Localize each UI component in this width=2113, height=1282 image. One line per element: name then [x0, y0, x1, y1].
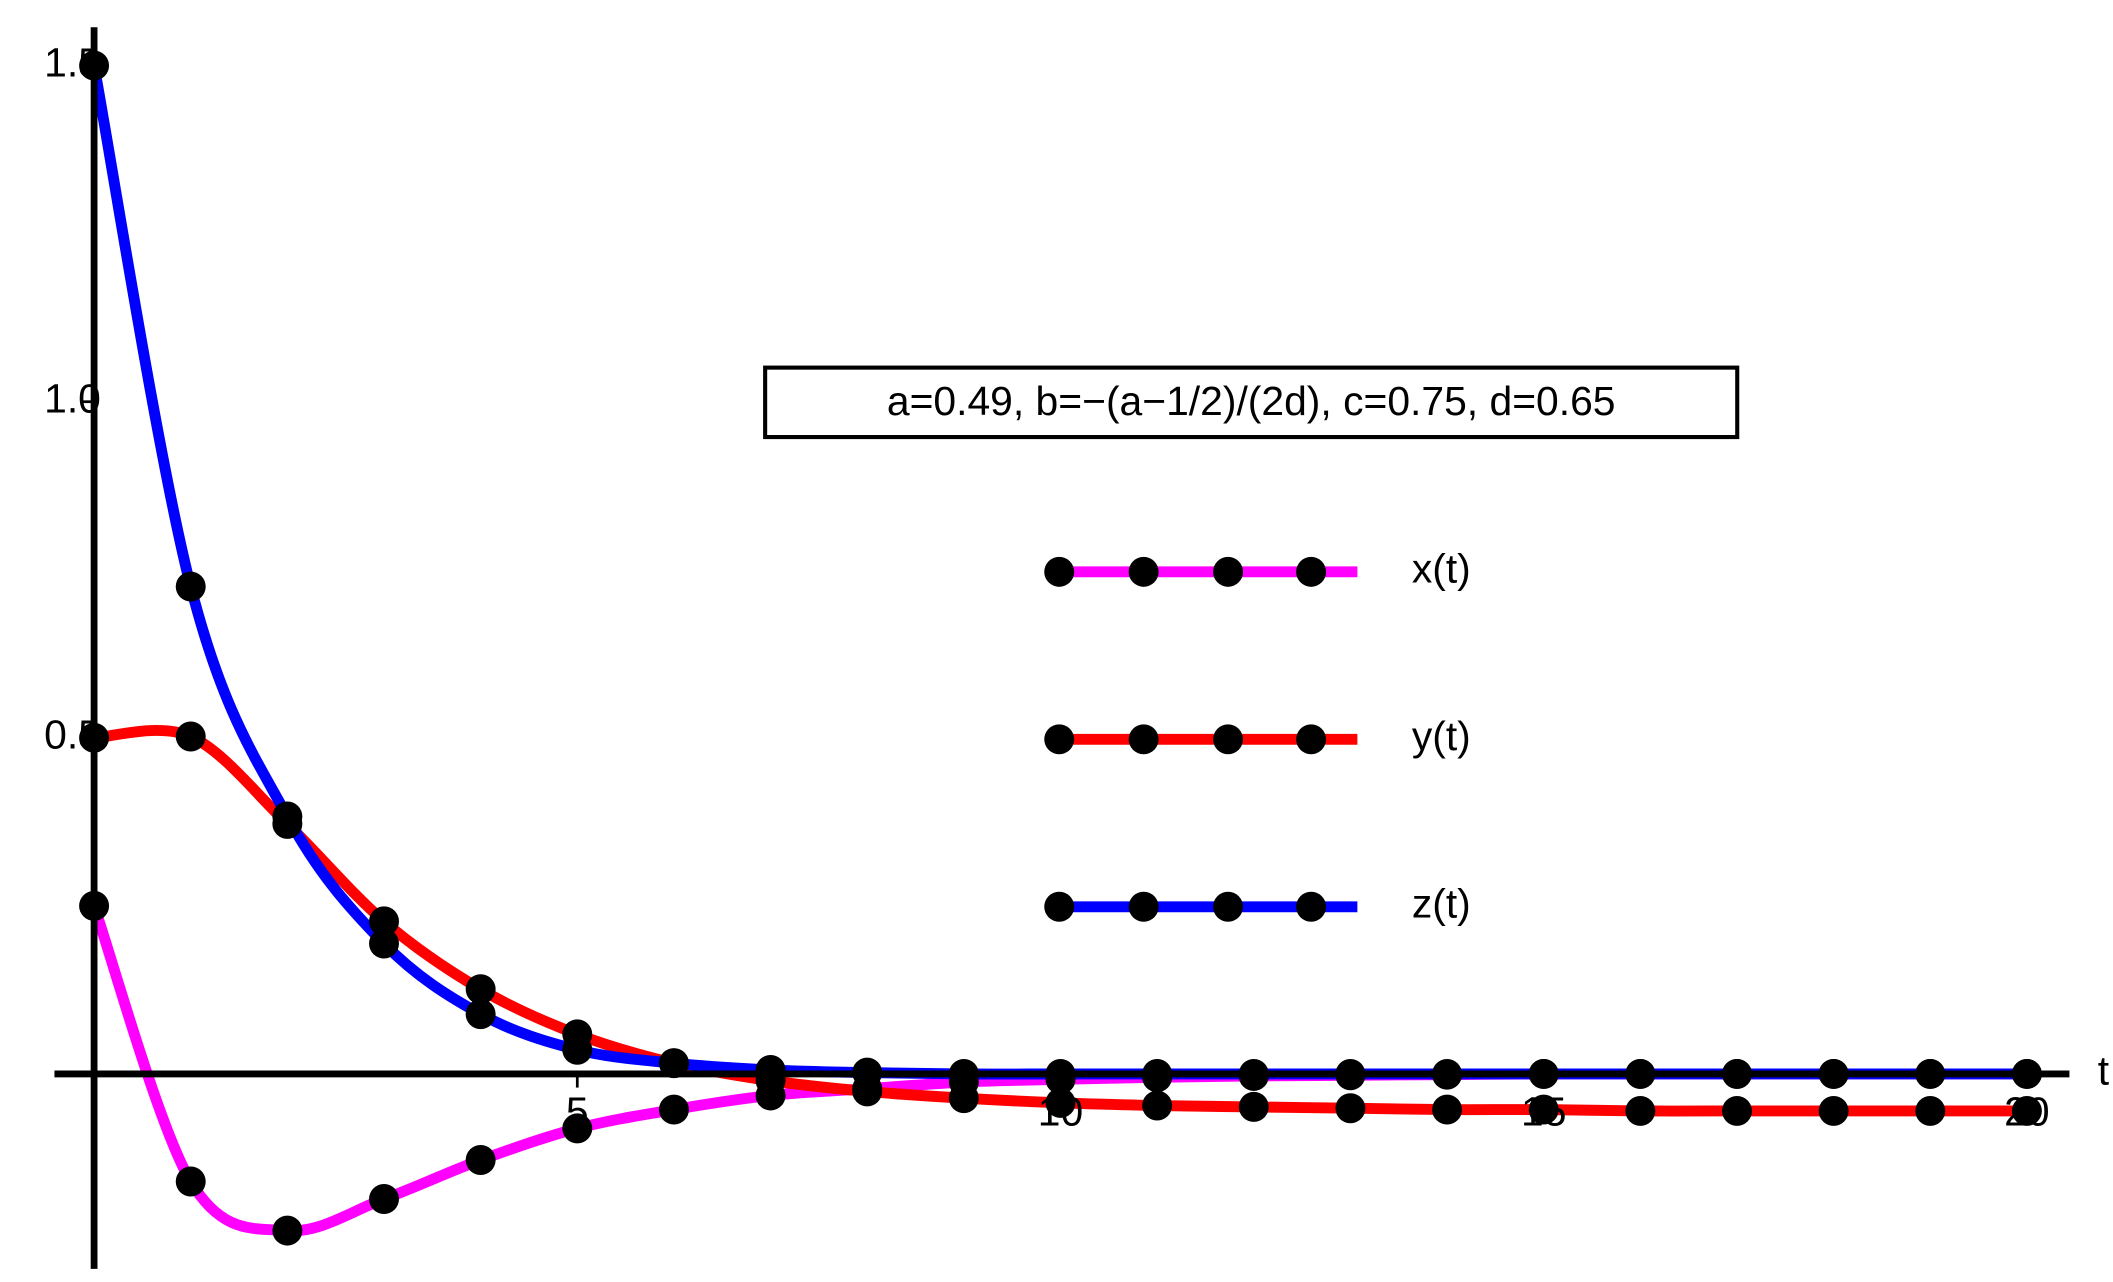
data-point: [1432, 1058, 1463, 1089]
data-point: [658, 1094, 689, 1125]
legend-dot: [1044, 724, 1075, 755]
data-point: [465, 999, 496, 1030]
data-point: [1238, 1058, 1269, 1089]
data-point: [1625, 1095, 1656, 1126]
legend-label: x(t): [1412, 546, 1471, 592]
data-point: [2011, 1058, 2042, 1089]
data-point: [658, 1048, 689, 1079]
data-point: [1238, 1091, 1269, 1122]
data-point: [79, 722, 110, 753]
data-point: [948, 1058, 979, 1089]
data-point: [369, 928, 399, 959]
data-point: [1432, 1094, 1463, 1125]
x-axis-label: t: [2098, 1048, 2110, 1094]
legend-dot: [1296, 891, 1327, 922]
data-point: [1045, 1058, 1076, 1089]
legend-dot: [1128, 891, 1159, 922]
data-point: [1625, 1058, 1656, 1089]
legend-dot: [1213, 556, 1244, 587]
legend-dot: [1213, 724, 1244, 755]
data-point: [465, 1145, 496, 1175]
data-point: [2011, 1095, 2042, 1126]
data-point: [1818, 1058, 1849, 1089]
data-point: [1722, 1095, 1752, 1126]
data-point: [272, 801, 303, 832]
legend-dot: [1044, 556, 1075, 587]
data-point: [369, 906, 399, 937]
data-point: [369, 1184, 399, 1214]
data-point: [175, 571, 206, 602]
data-point: [1915, 1095, 1946, 1126]
annotation-box: [763, 365, 1740, 440]
data-point: [175, 721, 206, 752]
data-point: [852, 1057, 883, 1088]
data-point: [79, 890, 110, 921]
data-point: [79, 50, 110, 81]
legend-label: y(t): [1412, 713, 1471, 759]
data-point: [1528, 1058, 1559, 1089]
data-point: [1528, 1094, 1559, 1125]
data-point: [175, 1166, 206, 1197]
data-point: [1335, 1058, 1366, 1089]
legend-label: z(t): [1412, 881, 1471, 927]
data-point: [562, 1113, 593, 1144]
data-point: [1335, 1093, 1366, 1124]
data-point: [272, 1215, 303, 1246]
y-tick-label: 1.0: [44, 375, 101, 421]
data-point: [1722, 1058, 1752, 1089]
legend-dot: [1044, 891, 1075, 922]
legend-dot: [1128, 724, 1159, 755]
annotation: a=0.49, b=−(a−1/2)/(2d), c=0.75, d=0.65: [887, 378, 1616, 424]
data-point: [465, 974, 496, 1005]
legend-dot: [1128, 556, 1159, 587]
legend-dot: [1296, 724, 1327, 755]
data-point: [755, 1054, 786, 1085]
data-point: [948, 1083, 979, 1114]
data-point: [1045, 1087, 1076, 1118]
data-point: [1142, 1090, 1173, 1121]
legend-dot: [1296, 556, 1327, 587]
data-point: [1142, 1058, 1173, 1089]
data-point: [1915, 1058, 1946, 1089]
legend-dot: [1213, 891, 1244, 922]
data-point: [1818, 1095, 1849, 1126]
data-point: [562, 1034, 593, 1065]
